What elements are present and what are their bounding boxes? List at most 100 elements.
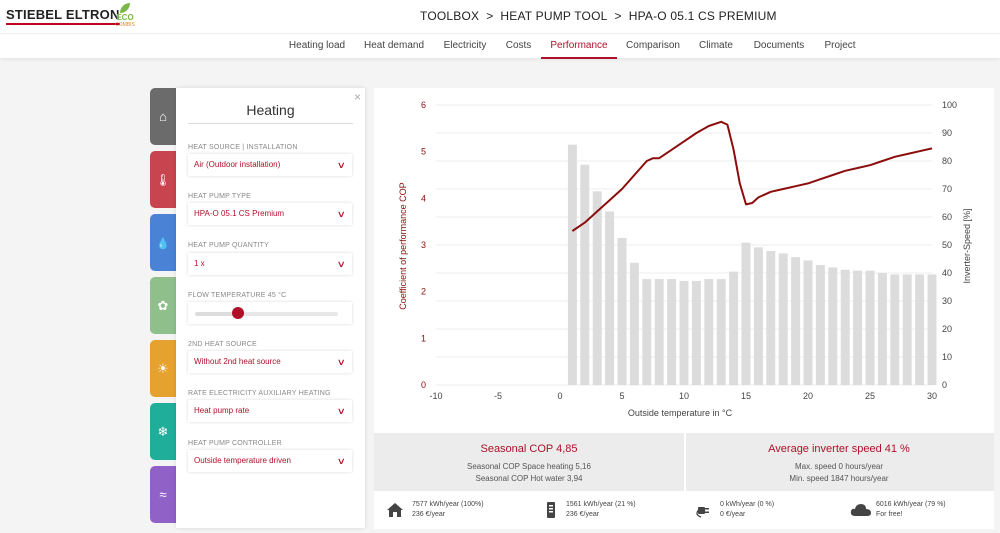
controller-label: HEAT PUMP CONTROLLER [188,440,282,447]
chevron-down-icon: ∨ [337,456,347,466]
cop-bar [753,247,763,385]
y-left-tick-label: 4 [421,193,426,203]
energy-text: 1561 kWh/year (21 %) 236 €/year [566,500,636,520]
side-tab-solar[interactable]: ☀ [150,340,176,397]
tab-project[interactable]: Project [824,40,856,51]
breadcrumb-separator: > [614,9,622,23]
y-axis-right-label: Inverter-Speed [%] [962,208,972,283]
side-tab-pool[interactable]: ≈ [150,466,176,523]
y-left-tick-label: 0 [421,380,426,390]
cop-bar [592,191,602,385]
eco-logo[interactable]: ECO COMBIS [114,3,136,28]
breadcrumb: TOOLBOX > HEAT PUMP TOOL > HPA-O 05.1 CS PRE… [420,9,777,23]
y-axis-left-label: Coefficient of performance COP [398,182,408,309]
x-tick-label: 0 [557,391,562,401]
y-left-tick-label: 3 [421,240,426,250]
cop-bar [642,279,652,385]
cop-bar [704,279,714,385]
y-right-tick-label: 30 [942,296,952,306]
y-right-tick-label: 10 [942,352,952,362]
cop-bar [853,270,863,385]
snowflake-icon: ❄ [157,424,169,439]
tab-heat-demand[interactable]: Heat demand [363,40,425,51]
flow-temperature-label: FLOW TEMPERATURE 45 °C [188,292,287,299]
brand-logo[interactable]: STIEBEL ELTRON [6,7,120,25]
heat-source-select[interactable]: Air (Outdoor installation) ∨ [188,154,352,176]
y-right-tick-label: 90 [942,128,952,138]
cop-bar [828,267,838,385]
heat-pump-type-select[interactable]: HPA-O 05.1 CS Premium ∨ [188,203,352,225]
y-right-tick-label: 80 [942,156,952,166]
energy-text: 0 kWh/year (0 %) 0 €/year [720,500,774,520]
x-tick-label: 20 [803,391,813,401]
tab-comparison[interactable]: Comparison [626,40,680,51]
plug-icon [696,507,709,518]
energy-cost: For free! [876,511,903,518]
cop-bar [741,242,751,385]
flow-temperature-slider[interactable] [188,302,352,324]
breadcrumb-separator: > [486,9,494,23]
energy-kwh: 1561 kWh/year (21 %) [566,501,636,508]
slider-handle[interactable] [231,307,244,319]
side-tab-hot-water[interactable]: 💧 [150,214,176,271]
heat-pump-quantity-select[interactable]: 1 x ∨ [188,253,352,275]
x-axis-label: Outside temperature in °C [628,408,733,418]
performance-chart-card: 0 10 20 30 40 50 60 70 80 90 100 0 1 2 3 4 5 6 -10 -5 0 5 10 15… [374,88,994,433]
y-right-tick-label: 0 [942,380,947,390]
min-speed-hours: Min. speed 1847 hours/year [789,474,889,483]
cop-bar [605,211,615,385]
side-tab-cooling[interactable]: ❄ [150,403,176,460]
top-bar: STIEBEL ELTRON ECO COMBIS TOOLBOX > HEAT P… [0,0,1000,33]
cop-bar [890,274,900,385]
cop-bar [791,257,801,385]
x-tick-label: -10 [429,391,442,401]
controller-select[interactable]: Outside temperature driven ∨ [188,450,352,472]
heat-source-label: HEAT SOURCE | INSTALLATION [188,144,298,151]
close-icon[interactable]: × [353,90,361,104]
auxiliary-rate-select[interactable]: Heat pump rate ∨ [188,400,352,422]
leaf-icon [120,3,130,13]
heat-source-value: Air (Outdoor installation) [194,160,281,169]
performance-chart: 0 10 20 30 40 50 60 70 80 90 100 0 1 2 3 4 5 6 -10 -5 0 5 10 15… [398,100,972,418]
chevron-down-icon: ∨ [337,259,347,269]
y-right-tick-label: 100 [942,100,957,110]
main-nav: Heating load Heat demand Electricity Cos… [0,33,1000,59]
seasonal-cop-space-heating: Seasonal COP Space heating 5,16 [467,462,591,471]
cop-bar [915,274,925,385]
energy-cost: 236 €/year [412,511,446,518]
cop-bar [654,279,664,385]
y-right-tick-label: 40 [942,268,952,278]
y-right-tick-label: 50 [942,240,952,250]
cop-bar [877,273,887,385]
tab-electricity[interactable]: Electricity [443,40,487,51]
cop-bar [716,279,726,385]
y-left-tick-label: 5 [421,147,426,157]
breadcrumb-item-heat-pump-tool[interactable]: HEAT PUMP TOOL [500,9,608,23]
tab-climate[interactable]: Climate [699,40,733,51]
thermometer-icon: 🌡 [155,173,171,187]
second-heat-source-value: Without 2nd heat source [194,357,281,366]
x-tick-label: 10 [679,391,689,401]
slider-track [195,312,338,316]
cop-bar [679,280,689,385]
tab-documents[interactable]: Documents [753,40,805,51]
slider-fill [195,312,238,316]
tab-heating-load[interactable]: Heating load [288,40,346,51]
side-tab-heating[interactable]: 🌡 [150,151,176,208]
x-tick-label: 15 [741,391,751,401]
max-speed-hours: Max. speed 0 hours/year [794,462,884,471]
side-tab-house[interactable]: ⌂ [150,88,176,145]
performance-summary: Seasonal COP 4,85 Seasonal COP Space hea… [374,433,994,491]
energy-cost: 0 €/year [720,511,746,518]
tab-performance[interactable]: Performance [541,34,617,59]
auxiliary-rate-label: RATE ELECTRICITY AUXILIARY HEATING [188,390,331,397]
breadcrumb-item-toolbox[interactable]: TOOLBOX [420,9,480,23]
second-heat-source-select[interactable]: Without 2nd heat source ∨ [188,351,352,373]
cop-bar [567,144,577,385]
y-right-tick-label: 70 [942,184,952,194]
chevron-down-icon: ∨ [337,357,347,367]
energy-kwh: 0 kWh/year (0 %) [720,501,775,508]
side-tab-ventilation[interactable]: ✿ [150,277,176,334]
tab-costs[interactable]: Costs [505,40,532,51]
x-tick-label: 30 [927,391,937,401]
